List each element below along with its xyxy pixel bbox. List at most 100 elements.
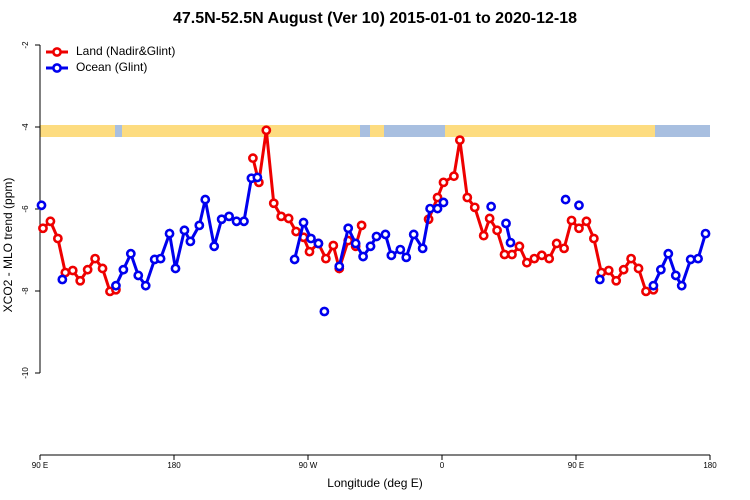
data-point (209, 241, 220, 252)
data-point (67, 265, 78, 276)
data-point (200, 194, 211, 205)
data-point (469, 202, 480, 213)
data-point (462, 192, 473, 203)
data-point (611, 275, 622, 286)
data-point (313, 238, 324, 249)
data-point (239, 216, 249, 227)
data-point (261, 125, 272, 136)
data-point (356, 220, 367, 231)
data-point (38, 223, 48, 234)
data-point (97, 263, 108, 274)
data-point (438, 197, 449, 208)
x-axis-label: Longitude (deg E) (327, 476, 422, 490)
data-point (505, 237, 516, 248)
data-point (633, 263, 644, 274)
data-point (334, 261, 345, 272)
data-point (514, 241, 525, 252)
y-tick-label: -4 (21, 123, 30, 131)
data-point (449, 171, 459, 182)
data-point (663, 248, 674, 259)
data-point (350, 238, 361, 249)
x-tick-label: 90 E (568, 461, 584, 470)
x-tick-label: 180 (703, 461, 717, 470)
data-point (118, 264, 129, 275)
series-line (251, 130, 364, 274)
land-mask-strip (40, 125, 710, 137)
y-axis-label: XCO2 - MLO trend (ppm) (1, 178, 15, 313)
x-tick-label: 90 W (299, 461, 318, 470)
data-point (45, 216, 56, 227)
data-point (90, 253, 100, 264)
data-point (551, 238, 562, 249)
data-point (648, 280, 659, 291)
data-point (82, 264, 93, 275)
data-point (559, 243, 569, 254)
data-point (670, 270, 681, 281)
data-point (521, 257, 532, 268)
data-point (417, 243, 428, 254)
data-point (231, 216, 242, 227)
data-point (478, 230, 489, 241)
data-point (401, 252, 412, 263)
data-point (641, 286, 651, 297)
data-point (566, 215, 577, 226)
data-point (454, 135, 465, 146)
data-point (133, 270, 144, 281)
legend-marker (52, 47, 62, 57)
data-point (438, 177, 449, 188)
data-point (408, 229, 419, 240)
legend-marker (52, 63, 62, 73)
data-point (594, 274, 605, 285)
data-point (36, 200, 47, 211)
data-point (111, 280, 121, 291)
data-point (328, 240, 339, 251)
data-point (319, 306, 330, 317)
data-point (425, 203, 435, 214)
y-tick-label: -6 (21, 205, 30, 213)
data-point (395, 244, 406, 255)
data-point (170, 263, 181, 274)
data-point (544, 253, 555, 264)
data-point (386, 250, 397, 261)
data-point (529, 253, 540, 264)
data-point (560, 194, 571, 205)
data-point (432, 203, 443, 214)
data-point (536, 250, 547, 261)
data-point (268, 198, 279, 209)
data-point (365, 241, 376, 252)
data-point (194, 220, 205, 231)
data-point (700, 228, 711, 239)
x-tick-label: 0 (440, 461, 445, 470)
data-point (432, 192, 443, 203)
data-point (75, 275, 86, 286)
data-point (185, 236, 196, 247)
data-point (484, 213, 495, 224)
x-tick-label: 180 (167, 461, 181, 470)
data-point (693, 253, 703, 264)
data-point (57, 274, 68, 285)
data-point (507, 249, 517, 260)
legend-label: Land (Nadir&Glint) (76, 44, 175, 58)
y-tick-label: -8 (21, 287, 30, 295)
y-tick-label: -2 (21, 41, 30, 49)
data-point (685, 254, 696, 265)
data-point (574, 223, 584, 234)
legend-label: Ocean (Glint) (76, 60, 147, 74)
y-tick-label: -10 (21, 367, 30, 379)
data-point (574, 200, 584, 211)
data-point (248, 153, 258, 164)
data-point (581, 216, 592, 227)
data-point (676, 280, 687, 291)
data-point (252, 172, 263, 183)
data-point (358, 251, 368, 262)
chart-title: 47.5N-52.5N August (Ver 10) 2015-01-01 t… (173, 10, 577, 27)
data-point (224, 211, 234, 222)
data-point (626, 253, 636, 264)
data-point (603, 265, 614, 276)
data-point (291, 226, 301, 237)
data-point (298, 217, 309, 228)
x-tick-label: 90 E (32, 461, 48, 470)
data-point (306, 233, 316, 244)
data-point (655, 264, 666, 275)
